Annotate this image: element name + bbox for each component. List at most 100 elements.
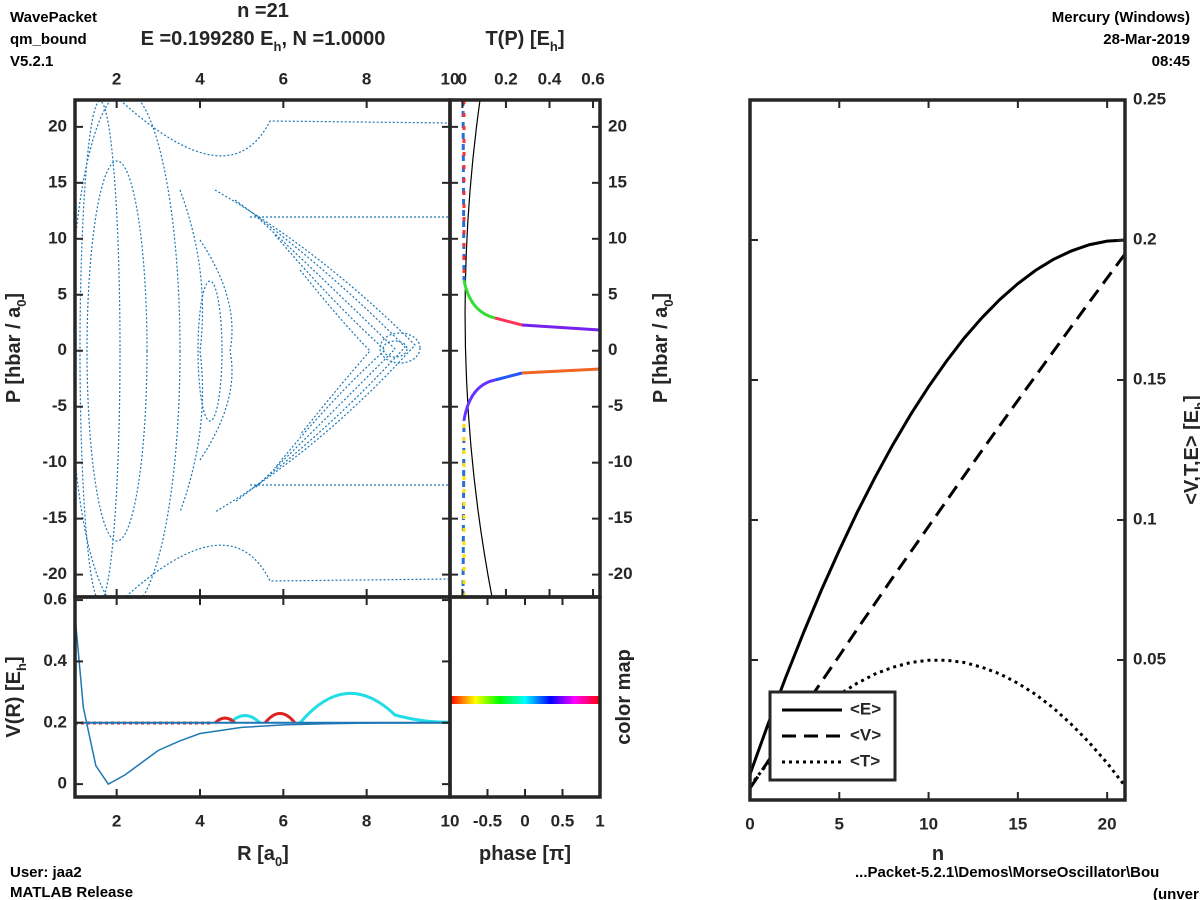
y-axis-label-part: <V,T,E> [E	[1181, 410, 1200, 505]
model-name: qm_bound	[10, 31, 87, 48]
momentum-curves	[461, 100, 600, 597]
y-axis-label-part: ]	[3, 656, 25, 663]
chart-title: T(P) [Eh]	[485, 28, 564, 54]
y-axis-label-part: ]	[1181, 395, 1200, 402]
x-tick-label: 1	[595, 811, 604, 830]
y-tick-label: -20	[42, 564, 67, 583]
y-axis-label-part: color map	[613, 649, 635, 745]
x-axis-label-part: ]	[282, 843, 289, 865]
x-tick-label: -0.5	[473, 811, 502, 830]
y-tick-label: -15	[608, 508, 633, 527]
x-tick-label: 8	[362, 69, 371, 88]
y-tick-label: -5	[52, 396, 67, 415]
status: (unver	[1153, 886, 1199, 900]
y-axis-label: <V,T,E> [Eh]	[1181, 395, 1200, 505]
chart-title-part: ]	[558, 28, 565, 50]
y-tick-label: 20	[608, 116, 627, 135]
y-axis-label: P [hbar / a0]	[3, 293, 29, 403]
legend-label: <E>	[850, 699, 881, 718]
y-axis-label-subscript: h	[1192, 402, 1200, 410]
legend-label: <T>	[850, 751, 880, 770]
x-tick-label: 0.5	[551, 811, 575, 830]
y-tick-label: -10	[608, 452, 633, 471]
x-tick-label: 5	[835, 814, 844, 833]
y-axis-label-part: ]	[3, 293, 25, 300]
y-axis-label-part: P [hbar / a	[3, 306, 25, 403]
y-tick-label: 0.05	[1133, 649, 1166, 668]
time: 08:45	[1152, 53, 1190, 70]
y-tick-label: 0	[58, 774, 67, 793]
y-tick-label: 0	[608, 340, 617, 359]
chart-title-part: n =21	[237, 0, 289, 22]
chart-title-subscript: h	[550, 39, 558, 54]
y-tick-label: 0.2	[1133, 229, 1157, 248]
x-tick-label: 10	[441, 69, 460, 88]
x-tick-label: 0	[458, 69, 467, 88]
chart-subtitle-part: , N =1.0000	[281, 28, 385, 50]
y-axis-label-part: P [hbar / a	[650, 306, 672, 403]
y-axis-label: V(R) [Eh]	[3, 656, 29, 737]
x-axis-label-part: n	[932, 843, 944, 865]
y-tick-label: -10	[42, 452, 67, 471]
x-axis-label-subscript: 0	[275, 854, 282, 869]
x-tick-label: 8	[362, 811, 371, 830]
y-axis-label-subscript: h	[14, 663, 29, 671]
y-tick-label: 20	[48, 116, 67, 135]
x-axis-label-part: phase [π]	[479, 843, 571, 865]
chart-subtitle-part: E =0.199280 E	[141, 28, 274, 50]
x-tick-label: 10	[919, 814, 938, 833]
wigner-contours	[75, 100, 450, 597]
x-tick-label: 0.4	[538, 69, 562, 88]
y-tick-label: -20	[608, 564, 633, 583]
y-tick-label: -5	[608, 396, 623, 415]
y-tick-label: 0.1	[1133, 509, 1157, 528]
y-tick-label: 15	[48, 172, 67, 191]
x-tick-label: 20	[1098, 814, 1117, 833]
x-tick-label: 4	[195, 811, 205, 830]
host: Mercury (Windows)	[1052, 9, 1190, 26]
x-tick-label: 0	[520, 811, 529, 830]
y-axis-label-part: ]	[650, 293, 672, 300]
chart-title-part: T(P) [E	[485, 28, 549, 50]
x-tick-label: 0	[745, 814, 754, 833]
color-bar	[450, 696, 600, 704]
y-axis-label-subscript: 0	[14, 300, 29, 307]
x-axis-label: phase [π]	[479, 843, 571, 865]
chart-title: n =21	[237, 0, 289, 22]
x-tick-label: 15	[1008, 814, 1027, 833]
x-tick-label: 2	[112, 811, 121, 830]
x-tick-label: 0.2	[494, 69, 518, 88]
file-path: ...Packet-5.2.1\Demos\MorseOscillator\Bo…	[855, 864, 1159, 881]
axes-frame	[448, 595, 602, 799]
user: User: jaa2	[10, 864, 82, 881]
y-tick-label: 5	[58, 284, 67, 303]
y-tick-label: 0.2	[43, 712, 67, 731]
data-line	[74, 615, 451, 786]
x-tick-label: 6	[279, 811, 288, 830]
x-axis-label-part: R [a	[237, 843, 276, 865]
chart-subtitle: E =0.199280 Eh, N =1.0000	[141, 28, 386, 54]
y-tick-label: -15	[42, 508, 67, 527]
legend-label: <V>	[850, 725, 881, 744]
y-axis-label-subscript: 0	[661, 300, 676, 307]
x-tick-label: 4	[195, 69, 205, 88]
y-axis-label-part: V(R) [E	[3, 671, 25, 738]
x-tick-label: 10	[441, 811, 460, 830]
y-axis-label: color map	[613, 649, 635, 745]
y-tick-label: 0.6	[43, 590, 67, 609]
y-tick-label: 0.25	[1133, 89, 1166, 108]
y-tick-label: 10	[608, 228, 627, 247]
data-line	[748, 238, 1126, 775]
chart-subtitle-subscript: h	[273, 39, 281, 54]
y-tick-label: 0.15	[1133, 369, 1166, 388]
y-tick-label: 0.4	[43, 651, 67, 670]
program-name: WavePacket	[10, 9, 97, 26]
x-tick-label: 0.6	[581, 69, 605, 88]
x-axis-label: R [a0]	[237, 843, 289, 869]
release: MATLAB Release	[10, 884, 133, 900]
x-tick-label: 6	[279, 69, 288, 88]
x-tick-label: 2	[112, 69, 121, 88]
y-tick-label: 0	[58, 340, 67, 359]
version: V5.2.1	[10, 53, 53, 70]
